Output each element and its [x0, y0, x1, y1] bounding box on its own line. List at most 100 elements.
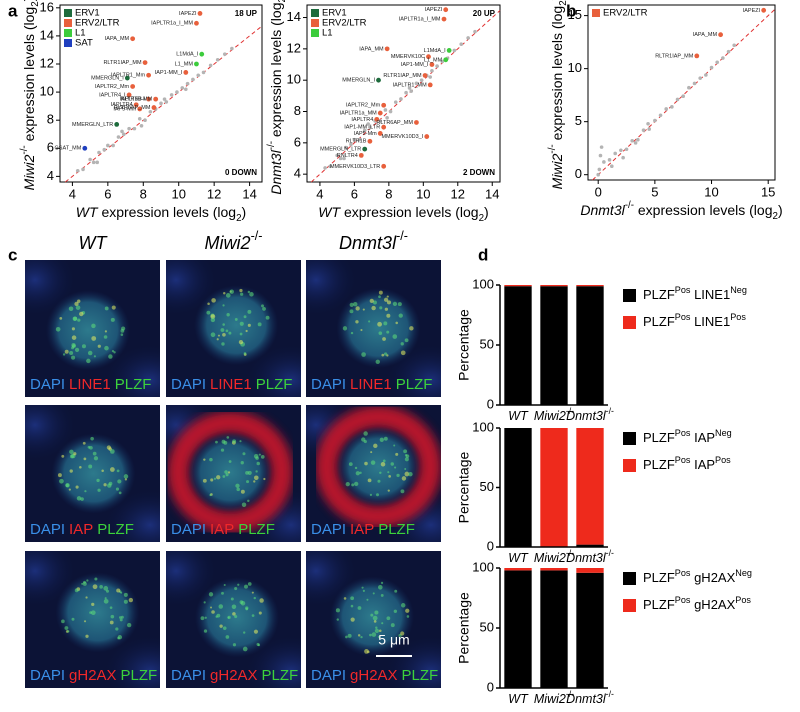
speckle: [219, 624, 223, 628]
panel-label: d: [478, 245, 488, 264]
point-label: RLTR1IAP_MM: [383, 73, 422, 79]
data-point: [197, 11, 203, 16]
speckle: [223, 292, 226, 295]
data-point: [383, 108, 388, 112]
legend-swatch: [64, 29, 72, 37]
plot-frame: [59, 4, 263, 183]
label-part: ): [242, 204, 247, 220]
speckle: [364, 461, 368, 466]
speckle: [354, 481, 359, 487]
speckle: [69, 454, 75, 459]
label-part: Pos: [675, 312, 691, 322]
label-part: 2: [558, 0, 569, 5]
speckle: [77, 318, 81, 322]
stain-label: DAPI IAP PLZF: [171, 521, 275, 538]
label-part: WT: [508, 551, 529, 565]
data-point: [381, 102, 387, 108]
speckle: [256, 461, 261, 466]
speckle: [61, 619, 65, 624]
x-tick-label: 14: [242, 186, 256, 201]
legend-swatch: [64, 9, 72, 17]
stain-label: DAPI gH2AX PLZF: [311, 667, 438, 684]
data-point: [151, 105, 157, 110]
data-point: [146, 72, 151, 78]
label-part: Dnmt3l: [339, 233, 397, 253]
speckle: [351, 483, 355, 487]
stain-label: DAPI gH2AX PLZF: [30, 667, 157, 684]
speckle: [353, 301, 358, 307]
point-label: MMERGLN_I: [91, 76, 124, 82]
speckle: [218, 604, 224, 609]
point-label: IAPLTR1a_I_MM: [399, 17, 441, 23]
speckle: [120, 591, 123, 594]
speckle: [119, 618, 123, 622]
speckle: [71, 346, 75, 350]
data-point: [761, 7, 767, 13]
column-header: WT: [79, 233, 109, 253]
speckle: [204, 616, 207, 619]
speckle: [91, 602, 95, 607]
x-tick-label: 8: [385, 186, 392, 201]
label-part: DAPI: [171, 376, 206, 393]
speckle: [69, 469, 73, 473]
y-tick-label: 0: [487, 396, 494, 411]
speckle: [91, 336, 97, 341]
speckle: [379, 437, 384, 442]
data-point: [338, 156, 343, 161]
data-point: [116, 135, 121, 139]
bar-segment: [576, 428, 604, 545]
data-point: [102, 147, 107, 152]
speckle: [388, 475, 391, 478]
speckle: [383, 297, 389, 302]
label-part: IAP: [350, 521, 374, 538]
label-part: Pos: [675, 568, 691, 578]
speckle: [367, 650, 370, 654]
data-point: [143, 118, 147, 122]
label-part: Neg: [715, 428, 732, 438]
micrograph: DAPI LINE1 PLZF: [25, 260, 160, 397]
speckle: [390, 623, 395, 628]
speckle: [359, 471, 362, 475]
y-tick-label: 12: [287, 40, 301, 55]
data-point: [429, 62, 435, 67]
speckle: [59, 478, 64, 484]
y-tick-label: 16: [40, 0, 54, 14]
speckle: [94, 577, 98, 581]
speckle: [368, 320, 371, 323]
speckle: [75, 485, 79, 489]
speckle: [225, 293, 231, 298]
label-part: Pos: [675, 595, 691, 605]
data-point: [704, 73, 708, 77]
label-part: gH2AX: [210, 667, 258, 684]
speckle: [103, 586, 109, 591]
data-point: [381, 163, 387, 169]
speckle: [85, 634, 89, 638]
label-part: 2: [236, 213, 241, 224]
label-part: Pos: [715, 455, 731, 465]
speckle: [234, 318, 238, 321]
bar-segment: [504, 428, 532, 547]
stain-label: DAPI IAP PLZF: [30, 521, 134, 538]
data-point: [97, 150, 101, 155]
speckle: [387, 489, 390, 492]
speckle: [265, 315, 270, 320]
label-part: WT: [508, 409, 529, 423]
speckle: [404, 471, 410, 477]
speckle: [369, 633, 372, 637]
speckle: [373, 620, 377, 623]
legend-label: PLZFPos IAPPos: [643, 455, 731, 472]
legend-swatch: [623, 316, 636, 329]
x-tick-label: 5: [651, 184, 658, 199]
scale-bar-label: 5 μm: [378, 632, 409, 648]
label-part: DAPI: [311, 376, 346, 393]
speckle: [207, 302, 210, 306]
speckle: [108, 354, 113, 359]
cytoplasm-signal: [315, 405, 441, 528]
x-tick-label: WT: [508, 551, 529, 565]
data-point: [185, 81, 190, 86]
data-point: [127, 126, 131, 131]
speckle: [222, 332, 226, 337]
speckle: [345, 635, 348, 639]
speckle: [261, 304, 264, 308]
speckle: [68, 488, 71, 491]
